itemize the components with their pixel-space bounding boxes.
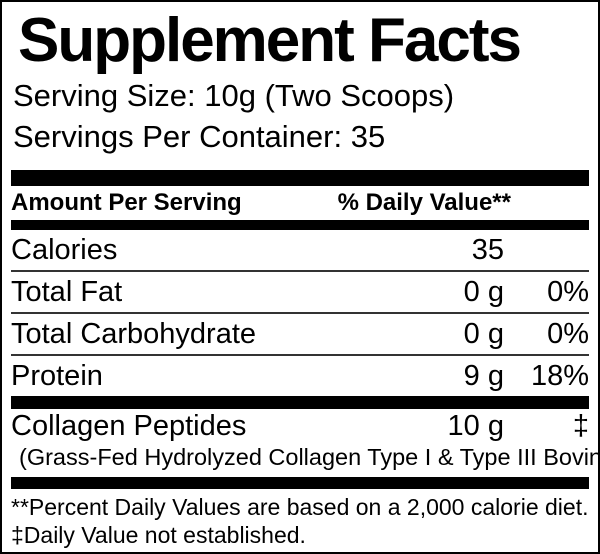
nutrient-row-protein: Protein 9 g 18% xyxy=(11,356,589,396)
nutrient-daily-value: 18% xyxy=(530,359,589,392)
nutrient-row-total-carbohydrate: Total Carbohydrate 0 g 0% xyxy=(11,314,589,356)
nutrient-row-total-fat: Total Fat 0 g 0% xyxy=(11,272,589,314)
ingredient-row-collagen-peptides: Collagen Peptides 10 g ‡ xyxy=(11,410,589,443)
amount-per-serving-header: Amount Per Serving xyxy=(11,189,242,216)
nutrient-amount: 0 g xyxy=(463,317,504,350)
divider-bar-top xyxy=(11,170,589,186)
daily-value-header: % Daily Value** xyxy=(337,189,511,216)
servings-per-container: Servings Per Container: 35 xyxy=(13,119,386,154)
nutrient-name: Protein xyxy=(11,359,103,392)
ingredient-name: Collagen Peptides xyxy=(11,410,247,442)
nutrient-daily-value: 0% xyxy=(547,317,589,350)
footnotes: **Percent Daily Values are based on a 2,… xyxy=(11,493,589,549)
divider-bar-header xyxy=(11,220,589,230)
serving-size: Serving Size: 10g (Two Scoops) xyxy=(13,78,455,113)
ingredient-detail: (Grass-Fed Hydrolyzed Collagen Type I & … xyxy=(19,444,600,470)
divider-bar-footnotes xyxy=(11,477,589,489)
column-header-row: Amount Per Serving % Daily Value** xyxy=(11,186,589,220)
nutrient-name: Calories xyxy=(11,233,118,266)
footnote-daily-values: **Percent Daily Values are based on a 2,… xyxy=(11,494,589,520)
nutrient-amount: 35 xyxy=(471,233,504,266)
nutrient-row-calories: Calories 35 xyxy=(11,230,589,272)
nutrient-name: Total Fat xyxy=(11,275,123,308)
nutrient-daily-value: 0% xyxy=(547,275,589,308)
footnote-dagger: ‡Daily Value not established. xyxy=(11,522,306,548)
divider-bar-ingredients xyxy=(11,396,589,409)
ingredient-daily-value-dagger: ‡ xyxy=(572,410,589,442)
nutrient-amount: 9 g xyxy=(463,359,504,392)
nutrient-amount: 0 g xyxy=(463,275,504,308)
facts-title: Supplement Facts xyxy=(18,6,522,75)
nutrient-name: Total Carbohydrate xyxy=(11,317,257,350)
ingredient-amount: 10 g xyxy=(447,410,504,442)
